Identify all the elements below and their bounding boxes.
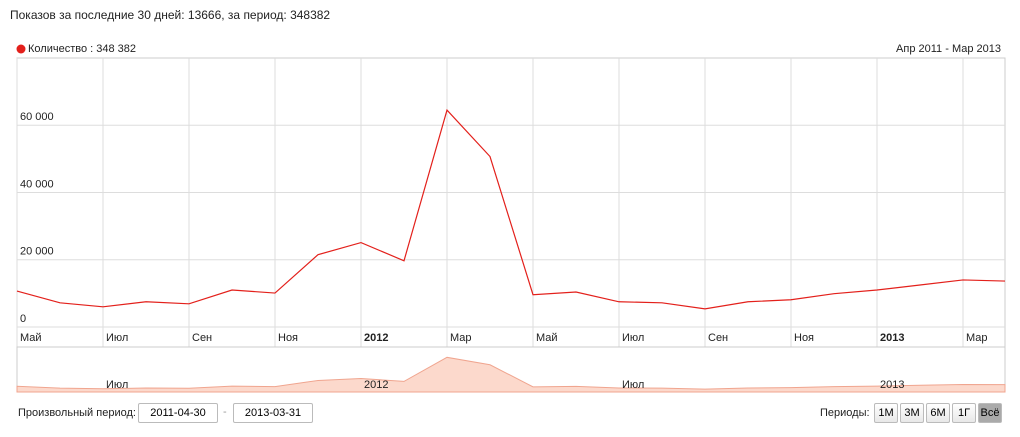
x-tick-label: Сен: [192, 332, 212, 344]
x-tick-label: Ноя: [278, 332, 298, 344]
plot-frame: [16, 57, 1006, 348]
x-tick-label: Ноя: [794, 332, 814, 344]
navigator-label: 2013: [880, 379, 904, 391]
legend-marker: [16, 44, 26, 54]
chart: Количество : 348 382 Апр 2011 - Мар 2013 0…: [16, 43, 1006, 393]
range-label: Апр 2011 - Мар 2013: [896, 43, 1001, 55]
date-to[interactable]: 2013-03-31: [233, 403, 313, 423]
x-tick-label: Май: [20, 332, 42, 344]
navigator-label: 2012: [364, 379, 388, 391]
date-from[interactable]: 2011-04-30: [138, 403, 218, 423]
custom-period-label: Произвольный период:: [18, 407, 136, 419]
x-tick-label: Мар: [450, 332, 472, 344]
x-tick-label: 2013: [880, 332, 904, 344]
navigator-label: Июл: [106, 379, 128, 391]
x-tick-label: 2012: [364, 332, 388, 344]
x-tick-label: Май: [536, 332, 558, 344]
navigator-area: [16, 356, 1006, 393]
period-button[interactable]: 1М: [874, 403, 898, 423]
y-tick-label: 20 000: [20, 246, 54, 258]
series-line: [16, 108, 1006, 310]
date-separator: -: [223, 406, 227, 418]
y-tick-label: 60 000: [20, 111, 54, 123]
x-tick-label: Сен: [708, 332, 728, 344]
period-button[interactable]: Всё: [978, 403, 1002, 423]
navigator-label: Июл: [622, 379, 644, 391]
periods-label: Периоды:: [820, 407, 870, 419]
legend-label: Количество : 348 382: [28, 43, 136, 55]
x-tick-label: Мар: [966, 332, 988, 344]
y-tick-label: 40 000: [20, 178, 54, 190]
y-tick-label: 0: [20, 313, 26, 325]
x-tick-label: Июл: [622, 332, 644, 344]
summary: Показов за последние 30 дней: 13666, за …: [10, 8, 331, 22]
period-button[interactable]: 6М: [926, 403, 950, 423]
x-tick-label: Июл: [106, 332, 128, 344]
period-button[interactable]: 1Г: [952, 403, 976, 423]
period-button[interactable]: 3М: [900, 403, 924, 423]
